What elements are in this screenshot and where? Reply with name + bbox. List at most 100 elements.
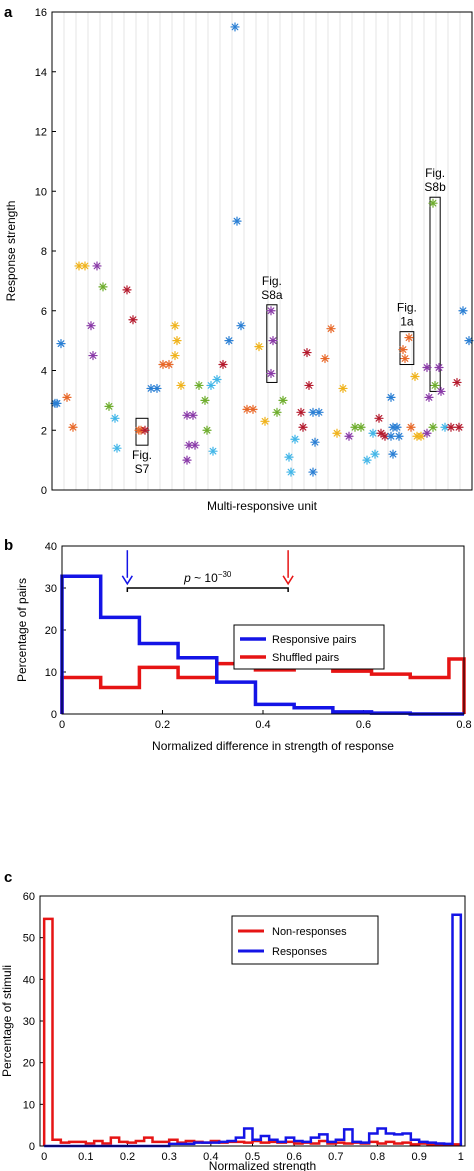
x-tick-label: 0.7 bbox=[328, 1151, 343, 1163]
data-point bbox=[266, 368, 276, 379]
data-point bbox=[286, 467, 296, 477]
annotation-label: S8a bbox=[261, 288, 283, 302]
data-point bbox=[122, 285, 132, 295]
data-point bbox=[436, 386, 446, 397]
data-point bbox=[232, 216, 242, 226]
y-tick-label: 0 bbox=[29, 1141, 35, 1153]
panel-c-ticks: 0 10 20 30 40 50 60 0 0.1 0.2 0.3 0.4 0.5 0.6 0.7 0.8 0.… bbox=[23, 891, 464, 1163]
data-point bbox=[404, 333, 414, 343]
data-point bbox=[268, 336, 278, 346]
panel-c-ylabel: Percentage of stimuli bbox=[0, 965, 14, 1077]
y-tick-label: 10 bbox=[23, 1099, 35, 1111]
data-point bbox=[350, 422, 360, 432]
panel-b-xlabel: Normalized difference in strength of res… bbox=[152, 739, 394, 753]
data-point bbox=[52, 398, 62, 408]
data-point bbox=[440, 422, 450, 432]
panel-c-legend: Non-responses Responses bbox=[231, 915, 379, 965]
data-point bbox=[416, 431, 426, 441]
panel-b-arrows bbox=[121, 550, 294, 586]
x-tick-label: 0.2 bbox=[120, 1151, 135, 1163]
arrow-head bbox=[282, 575, 294, 586]
annotation-box bbox=[429, 196, 441, 392]
data-point bbox=[278, 395, 288, 405]
data-point bbox=[370, 449, 380, 459]
y-tick-label: 12 bbox=[35, 127, 47, 139]
annotation-box bbox=[135, 417, 149, 446]
series-line bbox=[60, 574, 464, 716]
panel-b-series bbox=[60, 574, 466, 716]
panel-b-ticks: 0 10 20 30 40 0 0.2 0.4 0.6 0.8 bbox=[45, 541, 472, 731]
x-tick-label: 0.2 bbox=[155, 719, 170, 731]
data-point bbox=[356, 422, 366, 432]
y-tick-label: 40 bbox=[23, 974, 35, 986]
data-point bbox=[56, 339, 66, 349]
data-point bbox=[302, 347, 312, 358]
data-point bbox=[202, 425, 212, 435]
data-point bbox=[428, 422, 438, 432]
data-point bbox=[386, 431, 396, 441]
y-tick-label: 20 bbox=[23, 1058, 35, 1070]
data-point bbox=[446, 422, 456, 432]
panel-c-axes-frame bbox=[39, 895, 466, 1147]
data-point bbox=[290, 434, 300, 444]
data-point bbox=[158, 359, 168, 370]
series-line bbox=[42, 917, 463, 1146]
data-point bbox=[434, 362, 444, 373]
x-tick-label: 0.4 bbox=[203, 1151, 218, 1163]
panel-b-letter: b bbox=[4, 537, 13, 554]
panel-a-grid bbox=[63, 12, 461, 490]
data-point bbox=[152, 383, 162, 394]
data-point bbox=[266, 306, 276, 316]
x-tick-label: 0.6 bbox=[287, 1151, 302, 1163]
panel-a-letter: a bbox=[4, 4, 13, 21]
legend-label: Shuffled pairs bbox=[272, 652, 340, 664]
y-tick-label: 2 bbox=[41, 425, 47, 437]
panel-c: c 0 10 20 30 40 50 60 0 0.1 0.2 0.3 0.4 0.5 0.6 0.7 0.8… bbox=[0, 869, 466, 1171]
panel-a-points bbox=[50, 22, 474, 477]
annotation-box bbox=[399, 331, 415, 366]
data-point bbox=[344, 431, 354, 441]
annotation-label: Fig. bbox=[132, 448, 152, 462]
data-point bbox=[112, 443, 122, 453]
panel-a-ylabel: Response strength bbox=[4, 201, 18, 302]
x-tick-label: 0 bbox=[41, 1151, 47, 1163]
x-tick-label: 0.9 bbox=[412, 1151, 427, 1163]
data-point bbox=[200, 395, 210, 405]
panel-a-xlabel: Multi-responsive unit bbox=[207, 499, 318, 513]
data-point bbox=[110, 413, 120, 423]
data-point bbox=[88, 350, 98, 361]
panel-b-legend: Responsive pairs Shuffled pairs bbox=[233, 624, 385, 670]
data-point bbox=[140, 425, 150, 435]
data-point bbox=[422, 362, 432, 373]
annotation-label: Fig. bbox=[262, 274, 282, 288]
annotation-label: Fig. bbox=[397, 301, 417, 315]
data-point bbox=[332, 428, 342, 438]
panel-c-letter: c bbox=[4, 869, 12, 886]
data-point bbox=[206, 380, 216, 391]
data-point bbox=[368, 428, 378, 438]
data-point bbox=[194, 380, 204, 391]
series-line bbox=[60, 655, 466, 714]
legend-label: Responses bbox=[272, 946, 328, 958]
legend-box bbox=[231, 915, 379, 965]
y-tick-label: 8 bbox=[41, 246, 47, 258]
data-point bbox=[388, 449, 398, 459]
x-tick-label: 0.4 bbox=[255, 719, 270, 731]
y-tick-label: 40 bbox=[45, 541, 57, 553]
panel-c-xlabel: Normalized strength bbox=[209, 1159, 316, 1171]
annotation-box bbox=[266, 304, 278, 383]
data-point bbox=[248, 404, 258, 414]
p-value-label: p ~ 10−30 bbox=[183, 570, 232, 585]
legend-box bbox=[233, 624, 385, 670]
data-point bbox=[458, 306, 468, 316]
data-point bbox=[170, 350, 180, 361]
x-tick-label: 0.1 bbox=[78, 1151, 93, 1163]
x-tick-label: 0 bbox=[59, 719, 65, 731]
y-tick-label: 6 bbox=[41, 306, 47, 318]
data-point bbox=[224, 336, 234, 346]
bracket-line bbox=[126, 587, 289, 592]
data-point bbox=[298, 422, 308, 432]
data-point bbox=[400, 353, 410, 364]
data-point bbox=[176, 380, 186, 391]
